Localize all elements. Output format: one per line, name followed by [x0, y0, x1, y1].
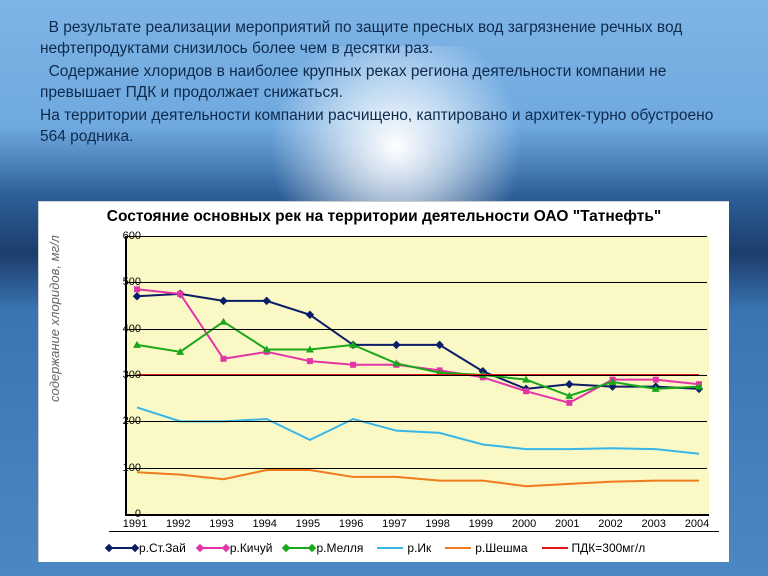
x-tick-label: 1992: [166, 518, 190, 530]
legend-item: р.Ик: [377, 541, 431, 555]
intro-text: В результате реализации мероприятий по з…: [40, 18, 728, 150]
x-tick-label: 1993: [209, 518, 233, 530]
legend-item: р.Ст.Зай: [109, 541, 186, 555]
gridline: [125, 329, 707, 330]
legend-label: р.Шешма: [475, 541, 527, 555]
x-tick-label: 1991: [123, 518, 147, 530]
chart-container: Состояние основных рек на территории дея…: [38, 201, 729, 562]
y-tick-label: 600: [123, 230, 141, 242]
legend-label: р.Мелля: [316, 541, 363, 555]
legend-swatch: [377, 547, 403, 549]
x-tick-label: 2000: [512, 518, 536, 530]
x-tick-label: 1994: [252, 518, 276, 530]
x-tick-label: 1998: [425, 518, 449, 530]
paragraph-3: На территории деятельности компании расч…: [40, 106, 728, 148]
gridline: [125, 282, 707, 283]
gridline: [125, 421, 707, 422]
y-tick-label: 300: [123, 369, 141, 381]
legend: р.Ст.Зай р.Кичуй р.Мелля р.Ик р.Шешма ПДК=300…: [109, 531, 719, 560]
y-axis-label: содержание хлоридов, мг/л: [47, 235, 62, 402]
x-tick-label: 2001: [555, 518, 579, 530]
y-tick-label: 400: [123, 323, 141, 335]
y-tick-label: 200: [123, 415, 141, 427]
legend-label: р.Ст.Зай: [139, 541, 186, 555]
legend-swatch: [445, 547, 471, 549]
legend-swatch: [542, 547, 568, 549]
x-tick-label: 1997: [382, 518, 406, 530]
gridline: [125, 375, 707, 376]
x-tick-label: 1996: [339, 518, 363, 530]
paragraph-1: В результате реализации мероприятий по з…: [40, 18, 728, 60]
gridline: [125, 236, 707, 237]
legend-swatch: [200, 547, 226, 549]
y-tick-label: 100: [123, 462, 141, 474]
legend-swatch: [286, 547, 312, 549]
legend-item: р.Шешма: [445, 541, 527, 555]
x-tick-label: 1995: [296, 518, 320, 530]
legend-item: р.Кичуй: [200, 541, 273, 555]
legend-label: р.Ик: [407, 541, 431, 555]
legend-swatch: [109, 547, 135, 549]
legend-item: р.Мелля: [286, 541, 363, 555]
x-tick-label: 1999: [469, 518, 493, 530]
x-tick-label: 2003: [642, 518, 666, 530]
legend-item: ПДК=300мг/л: [542, 541, 646, 555]
gridline: [125, 468, 707, 469]
plot-area: [125, 236, 709, 516]
x-tick-label: 2004: [685, 518, 709, 530]
x-tick-label: 2002: [598, 518, 622, 530]
chart-title: Состояние основных рек на территории дея…: [39, 208, 729, 226]
legend-label: р.Кичуй: [230, 541, 273, 555]
legend-label: ПДК=300мг/л: [572, 541, 646, 555]
y-tick-label: 500: [123, 276, 141, 288]
paragraph-2: Содержание хлоридов в наиболее крупных р…: [40, 62, 728, 104]
